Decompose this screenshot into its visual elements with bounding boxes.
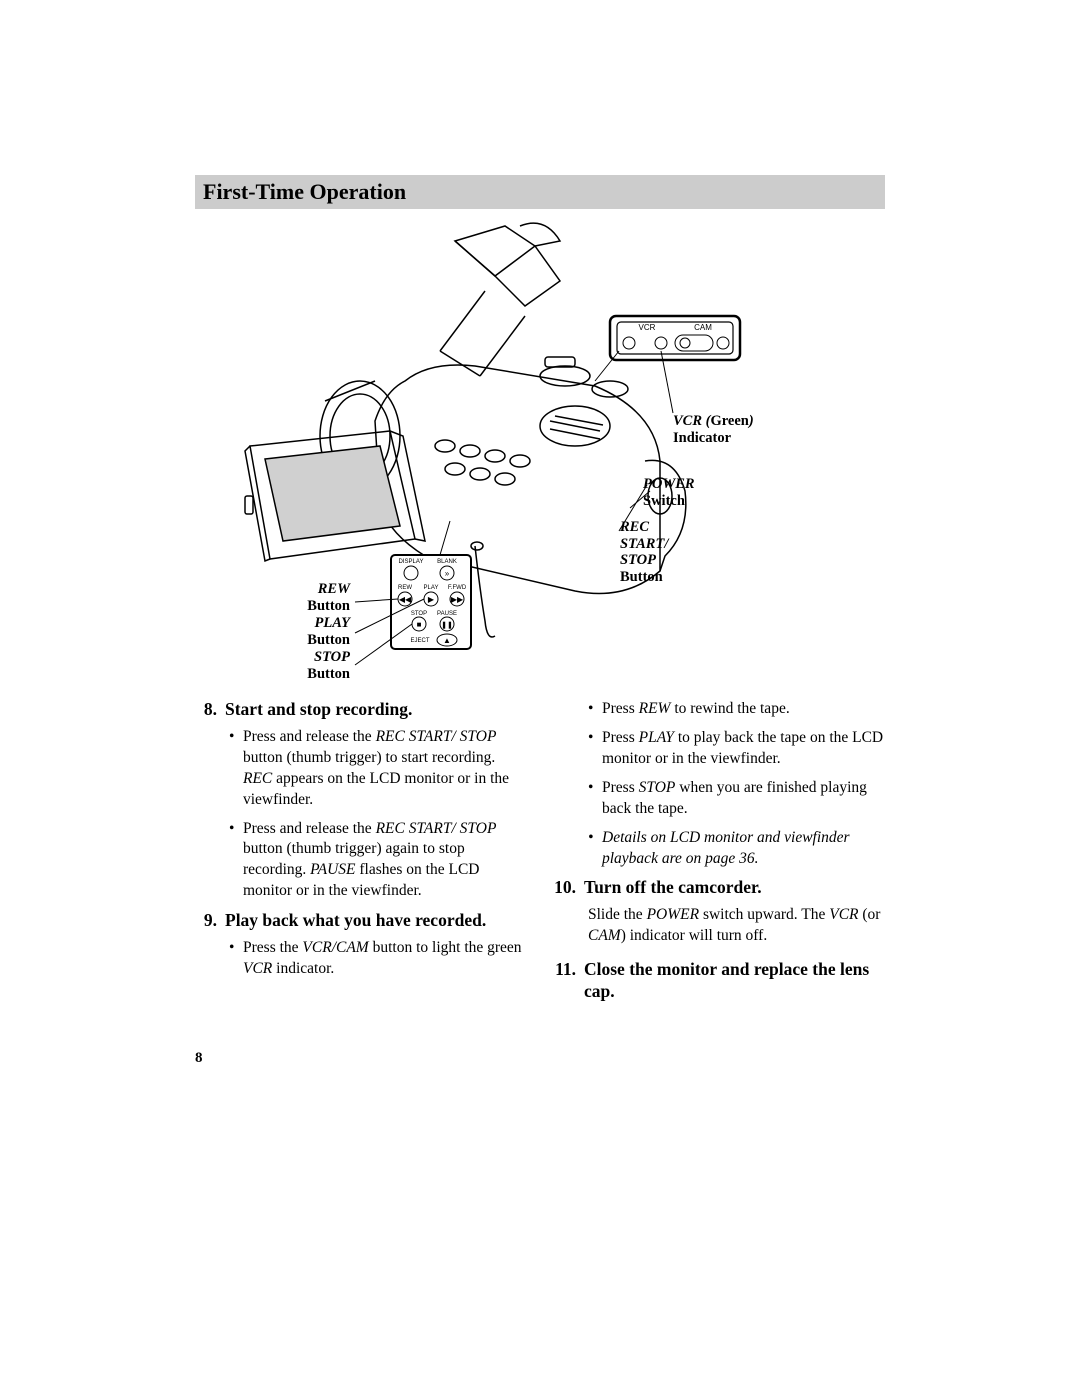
left-column: 8. Start and stop recording. Press and r… bbox=[195, 699, 526, 1009]
svg-text:▶▶: ▶▶ bbox=[451, 595, 464, 604]
bullet-item: Press PLAY to play back the tape on the … bbox=[588, 728, 885, 770]
bullet-item: Press and release the REC START/ STOP bu… bbox=[229, 727, 526, 811]
switch-label-cam: CAM bbox=[694, 323, 712, 332]
svg-text:▲: ▲ bbox=[443, 636, 451, 645]
callout-rew-button: REW Button bbox=[275, 581, 350, 614]
bullet-item: Press the VCR/CAM button to light the gr… bbox=[229, 938, 526, 980]
svg-text:STOP: STOP bbox=[411, 611, 427, 617]
right-column: Press REW to rewind the tape. Press PLAY… bbox=[554, 699, 885, 1009]
svg-text:◀◀: ◀◀ bbox=[399, 595, 412, 604]
callout-stop-button: STOP Button bbox=[275, 649, 350, 682]
step-11-heading: 11. Close the monitor and replace the le… bbox=[554, 959, 885, 1003]
svg-text:■: ■ bbox=[417, 620, 422, 629]
page-number: 8 bbox=[195, 1050, 203, 1067]
callout-rec-button: REC START/ STOP Button bbox=[620, 519, 668, 586]
svg-text:EJECT: EJECT bbox=[410, 638, 429, 644]
step-10-body: Slide the POWER switch upward. The VCR (… bbox=[588, 905, 885, 947]
svg-text:»: » bbox=[445, 569, 450, 578]
svg-text:▶: ▶ bbox=[428, 595, 435, 604]
step-8-heading: 8. Start and stop recording. bbox=[195, 699, 526, 721]
callout-play-button: PLAY Button bbox=[275, 615, 350, 648]
callout-vcr-indicator: VCR (Green) Indicator bbox=[673, 413, 754, 446]
svg-text:DISPLAY: DISPLAY bbox=[399, 559, 424, 565]
figure-area: VCR CAM DISPLAY BLANK bbox=[195, 221, 885, 681]
svg-text:PLAY: PLAY bbox=[424, 585, 439, 591]
bullet-item-emph: Details on LCD monitor and viewfinder pl… bbox=[588, 828, 885, 870]
svg-text:❚❚: ❚❚ bbox=[441, 621, 453, 629]
bullet-item: Press and release the REC START/ STOP bu… bbox=[229, 819, 526, 903]
bullet-item: Press REW to rewind the tape. bbox=[588, 699, 885, 720]
step-9-heading: 9. Play back what you have recorded. bbox=[195, 910, 526, 932]
step-10-heading: 10. Turn off the camcorder. bbox=[554, 877, 885, 899]
bullet-item: Press STOP when you are finished playing… bbox=[588, 778, 885, 820]
svg-text:BLANK: BLANK bbox=[437, 559, 457, 565]
svg-text:F.FWD: F.FWD bbox=[448, 585, 467, 591]
svg-text:PAUSE: PAUSE bbox=[437, 611, 457, 617]
section-header: First-Time Operation bbox=[195, 175, 885, 209]
svg-text:REW: REW bbox=[398, 585, 412, 591]
callout-power-switch: POWER Switch bbox=[643, 476, 695, 509]
switch-label-vcr: VCR bbox=[639, 323, 656, 332]
